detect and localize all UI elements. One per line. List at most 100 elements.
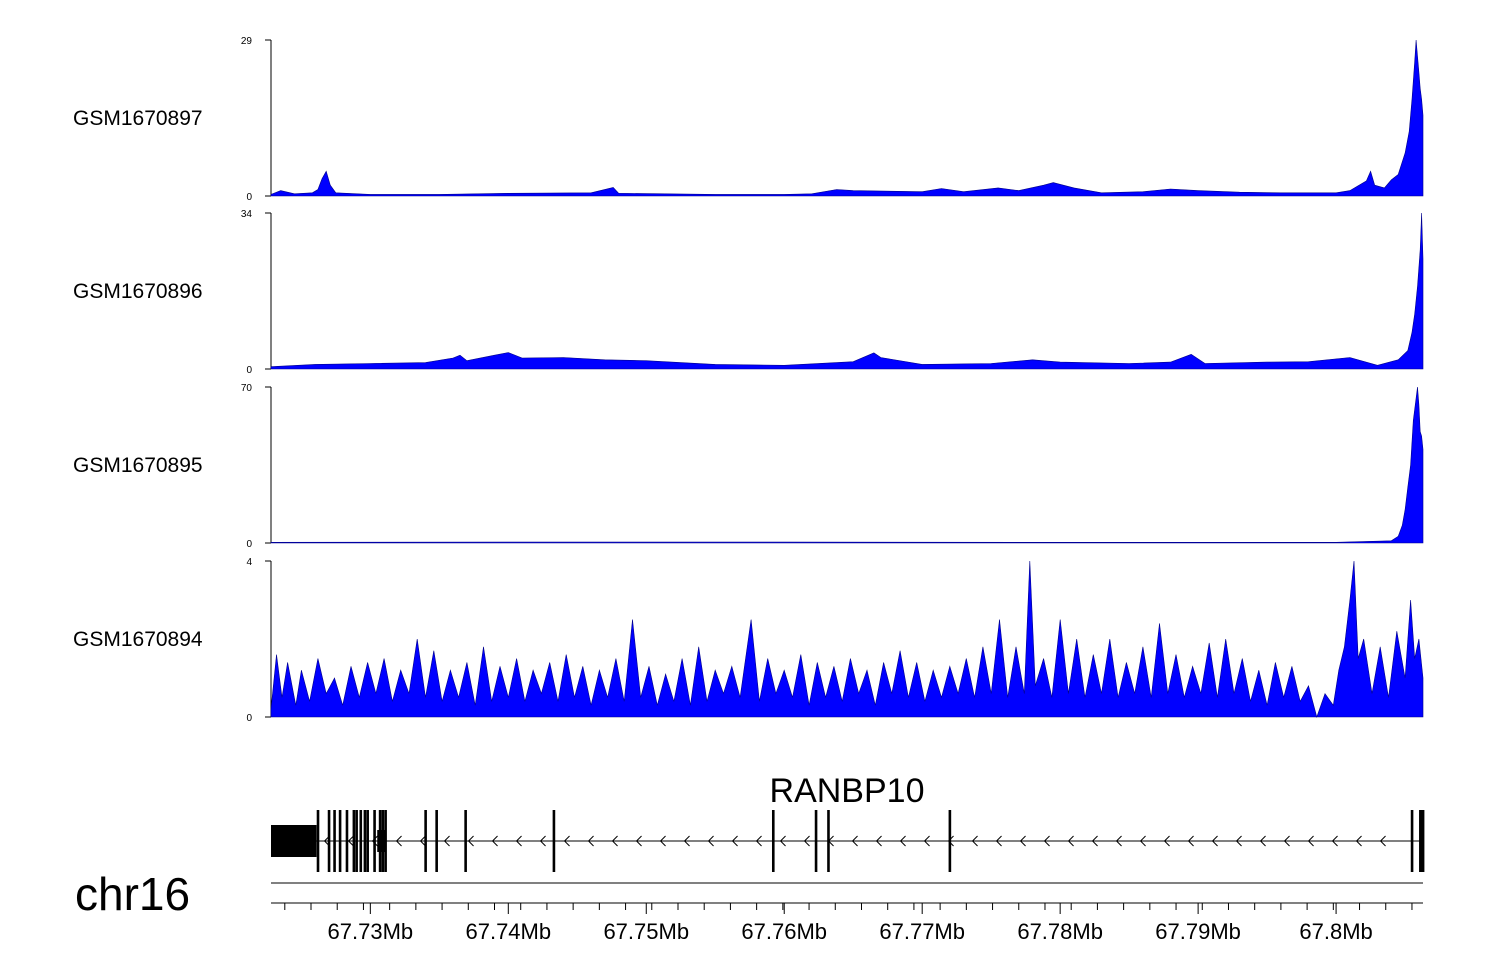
exon-bar	[827, 810, 830, 872]
signal-tracks: GSM1670897290GSM1670896340GSM1670895700G…	[73, 36, 1424, 724]
track-name-label: GSM1670897	[73, 107, 203, 130]
strand-chevron	[899, 835, 906, 847]
exon-bar	[552, 810, 556, 872]
y-tick-label-max: 70	[241, 383, 253, 394]
strand-chevron	[947, 835, 954, 847]
strand-chevron	[923, 835, 930, 847]
track-name-label: GSM1670895	[73, 454, 203, 477]
strand-chevron	[1067, 835, 1074, 847]
strand-chevron	[491, 835, 498, 847]
strand-chevron	[611, 835, 618, 847]
strand-chevron	[1091, 835, 1098, 847]
genome-axis: chr16 67.73Mb 67.74Mb 67.75Mb 67.76Mb 67.77M…	[75, 868, 1423, 944]
exon-bar	[333, 810, 336, 872]
strand-chevron	[1283, 835, 1290, 847]
exon-bar	[366, 810, 369, 872]
exon-bar	[1419, 810, 1422, 872]
strand-chevron	[635, 835, 642, 847]
exon-bar	[814, 810, 818, 872]
exon-bar	[363, 810, 367, 872]
exon-bar	[378, 810, 382, 872]
strand-chevron	[707, 835, 714, 847]
strand-chevron	[1355, 835, 1362, 847]
exon-bar	[355, 810, 358, 872]
y-tick-label-min: 0	[246, 713, 252, 724]
strand-chevron	[1307, 835, 1314, 847]
exon-bar	[1421, 810, 1425, 872]
exon-bar	[435, 810, 438, 872]
exon-bar	[316, 810, 320, 872]
strand-chevron	[851, 835, 858, 847]
strand-chevron	[467, 835, 474, 847]
strand-chevron	[1235, 835, 1242, 847]
strand-chevron	[1259, 835, 1266, 847]
track-name-label: GSM1670894	[73, 628, 203, 651]
signal-area-GSM1670894	[270, 560, 1424, 719]
x-tick-label: 67.76Mb	[741, 919, 827, 944]
strand-chevron	[587, 835, 594, 847]
strand-chevron	[731, 835, 738, 847]
strand-chevron	[803, 835, 810, 847]
strand-chevron	[683, 835, 690, 847]
strand-chevron	[1331, 835, 1338, 847]
signal-area-GSM1670897	[270, 39, 1424, 197]
strand-chevron	[1379, 835, 1386, 847]
strand-chevron	[755, 835, 762, 847]
exon-bar	[345, 810, 349, 872]
exon-bar	[381, 810, 385, 872]
gene-name-label: RANBP10	[770, 772, 925, 810]
strand-chevron	[1187, 835, 1194, 847]
y-tick-label-max: 34	[241, 209, 253, 220]
strand-chevron	[1211, 835, 1218, 847]
strand-chevron	[1163, 835, 1170, 847]
strand-chevron	[875, 835, 882, 847]
y-tick-label-min: 0	[246, 365, 252, 376]
strand-chevron	[995, 835, 1002, 847]
strand-chevron	[443, 835, 450, 847]
exon-bar	[1410, 810, 1414, 872]
exon-bar	[424, 810, 427, 872]
x-tick-label: 67.78Mb	[1017, 919, 1103, 944]
y-tick-label-max: 29	[241, 36, 253, 47]
exon-bar	[1420, 810, 1424, 872]
signal-area-GSM1670896	[270, 212, 1424, 370]
strand-chevron	[659, 835, 666, 847]
strand-chevron	[1019, 835, 1026, 847]
track-GSM1670895: GSM1670895 70 0	[73, 383, 1424, 550]
exon-bar	[359, 810, 363, 872]
chromosome-label: chr16	[75, 868, 190, 920]
y-tick-label-max: 4	[246, 557, 252, 568]
track-GSM1670894: GSM1670894 4 0	[73, 557, 1424, 724]
exon-bar	[327, 810, 331, 872]
strand-chevron	[515, 835, 522, 847]
signal-area-GSM1670895	[270, 386, 1424, 544]
strand-chevron	[1043, 835, 1050, 847]
x-tick-label: 67.73Mb	[328, 919, 414, 944]
strand-chevron	[395, 835, 402, 847]
strand-chevron	[347, 835, 354, 847]
track-GSM1670896: GSM1670896 34 0	[73, 209, 1424, 376]
strand-chevron	[563, 835, 570, 847]
exon-bar	[384, 810, 387, 872]
exon-bar	[352, 810, 356, 872]
gene-model-track: RANBP10	[271, 772, 1425, 872]
x-tick-label: 67.77Mb	[879, 919, 965, 944]
x-tick-label: 67.8Mb	[1299, 919, 1372, 944]
strand-chevron	[1139, 835, 1146, 847]
exon-bar	[771, 810, 775, 872]
x-tick-label: 67.75Mb	[603, 919, 689, 944]
exon-bar	[373, 810, 376, 872]
exon-bar	[464, 810, 467, 872]
track-name-label: GSM1670896	[73, 280, 203, 303]
y-tick-label-min: 0	[246, 192, 252, 203]
track-GSM1670897: GSM1670897 29 0	[73, 36, 1424, 203]
strand-chevron	[1115, 835, 1122, 847]
exon-bar	[338, 810, 342, 872]
strand-chevron	[779, 835, 786, 847]
utr-block	[271, 825, 317, 857]
y-tick-label-min: 0	[246, 539, 252, 550]
x-tick-label: 67.74Mb	[465, 919, 551, 944]
x-tick-label: 67.79Mb	[1155, 919, 1241, 944]
